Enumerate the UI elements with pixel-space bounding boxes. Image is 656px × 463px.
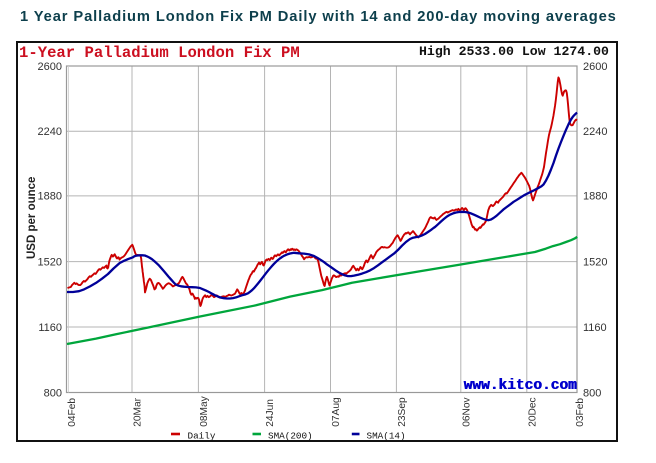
svg-text:800: 800 xyxy=(44,387,62,399)
svg-text:SMA(200): SMA(200) xyxy=(268,430,313,441)
svg-text:20Dec: 20Dec xyxy=(527,397,538,426)
svg-text:1160: 1160 xyxy=(583,322,607,334)
svg-text:1520: 1520 xyxy=(38,256,62,268)
svg-text:Daily: Daily xyxy=(188,430,216,441)
svg-text:20Mar: 20Mar xyxy=(133,397,144,426)
svg-text:2240: 2240 xyxy=(38,126,62,138)
svg-text:800: 800 xyxy=(583,387,601,399)
svg-text:03Feb: 03Feb xyxy=(575,398,586,427)
svg-text:2600: 2600 xyxy=(38,61,62,73)
svg-text:2600: 2600 xyxy=(583,61,607,73)
svg-text:SMA(14): SMA(14) xyxy=(367,430,406,441)
svg-text:06Nov: 06Nov xyxy=(461,396,472,426)
svg-text:www.kitco.com: www.kitco.com xyxy=(464,378,577,394)
svg-text:23Sep: 23Sep xyxy=(397,397,408,427)
svg-text:24Jun: 24Jun xyxy=(265,399,276,427)
svg-text:2240: 2240 xyxy=(583,126,607,138)
svg-text:1160: 1160 xyxy=(38,322,62,334)
svg-text:1880: 1880 xyxy=(38,191,62,203)
svg-text:07Aug: 07Aug xyxy=(331,397,342,427)
svg-text:1880: 1880 xyxy=(583,191,607,203)
svg-text:08May: 08May xyxy=(199,395,210,426)
svg-text:04Feb: 04Feb xyxy=(67,398,78,427)
svg-text:1520: 1520 xyxy=(583,256,607,268)
